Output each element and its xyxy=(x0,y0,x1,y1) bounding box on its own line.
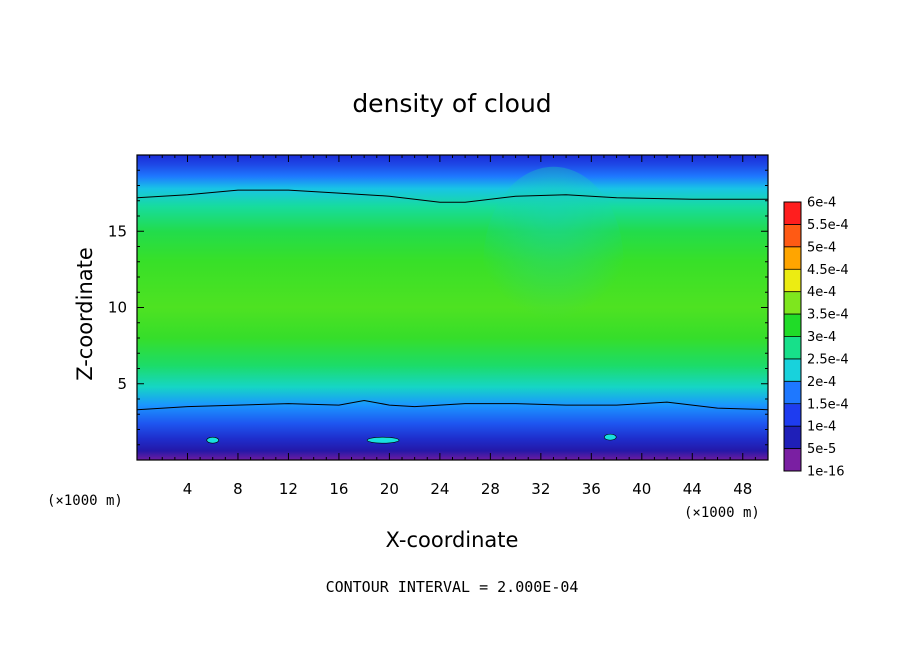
field-gradient xyxy=(137,155,768,460)
colorbar-label: 3.5e-4 xyxy=(807,308,849,323)
surface-eddy xyxy=(366,436,400,444)
x-tick-label: 20 xyxy=(380,480,399,498)
colorbar-swatch xyxy=(784,381,801,405)
colorbar-swatch xyxy=(784,291,801,315)
density-field xyxy=(137,155,768,460)
x-tick-label: 16 xyxy=(329,480,348,498)
x-tick-label: 40 xyxy=(632,480,651,498)
contour-lines xyxy=(137,189,768,411)
y-tick-label: 10 xyxy=(108,299,127,317)
colorbar-swatch xyxy=(784,224,801,248)
colorbar-label: 5e-4 xyxy=(807,240,836,255)
x-tick-label: 24 xyxy=(430,480,449,498)
x-tick-label: 36 xyxy=(582,480,601,498)
x-tick-label: 12 xyxy=(279,480,298,498)
colorbar-label: 4e-4 xyxy=(807,285,836,300)
colorbar: 1e-16 5e-5 1e-4 1.5e-4 2e-4 2.5e-4 3e-4 3.5e-4 4… xyxy=(783,196,849,480)
x-tick-label: 48 xyxy=(733,480,752,498)
colorbar-label: 2.5e-4 xyxy=(807,352,849,367)
chart-title: density of cloud xyxy=(352,89,551,118)
x-unit-label: (×1000 m) xyxy=(684,505,760,521)
colorbar-label: 2e-4 xyxy=(807,375,836,390)
colorbar-label: 1e-16 xyxy=(807,465,845,480)
colorbar-swatch xyxy=(784,246,801,270)
colorbar-swatch xyxy=(784,202,801,225)
z-unit-label: (×1000 m) xyxy=(47,493,123,509)
colorbar-label: 1e-4 xyxy=(807,420,836,435)
colorbar-label: 1.5e-4 xyxy=(807,397,849,412)
colorbar-swatch xyxy=(784,269,801,293)
colorbar-label: 5e-5 xyxy=(807,442,836,457)
x-tick-label: 44 xyxy=(683,480,702,498)
field-plume xyxy=(483,166,624,357)
x-tick-label: 28 xyxy=(481,480,500,498)
surface-eddy xyxy=(603,433,617,441)
colorbar-label: 3e-4 xyxy=(807,330,836,345)
colorbar-swatch xyxy=(784,448,801,472)
colorbar-swatch xyxy=(784,403,801,427)
x-tick-label: 32 xyxy=(531,480,550,498)
y-axis-label: Z-coordinate xyxy=(73,247,97,381)
contour-interval-note: CONTOUR INTERVAL = 2.000E-04 xyxy=(326,578,579,596)
x-tick-label: 4 xyxy=(183,480,193,498)
colorbar-swatch xyxy=(784,336,801,360)
surface-eddy xyxy=(206,436,220,444)
colorbar-swatch xyxy=(784,426,801,450)
colorbar-label: 6e-4 xyxy=(807,196,836,211)
colorbar-label: 5.5e-4 xyxy=(807,218,849,233)
x-tick-label: 8 xyxy=(233,480,243,498)
y-tick-label: 5 xyxy=(117,375,127,393)
colorbar-swatch xyxy=(784,358,801,382)
contour-upper xyxy=(137,189,768,203)
colorbar-swatch xyxy=(784,314,801,337)
x-axis-label: X-coordinate xyxy=(386,528,519,552)
colorbar-label: 4.5e-4 xyxy=(807,263,849,278)
y-tick-label: 15 xyxy=(108,222,127,240)
contour-lower xyxy=(137,399,768,411)
